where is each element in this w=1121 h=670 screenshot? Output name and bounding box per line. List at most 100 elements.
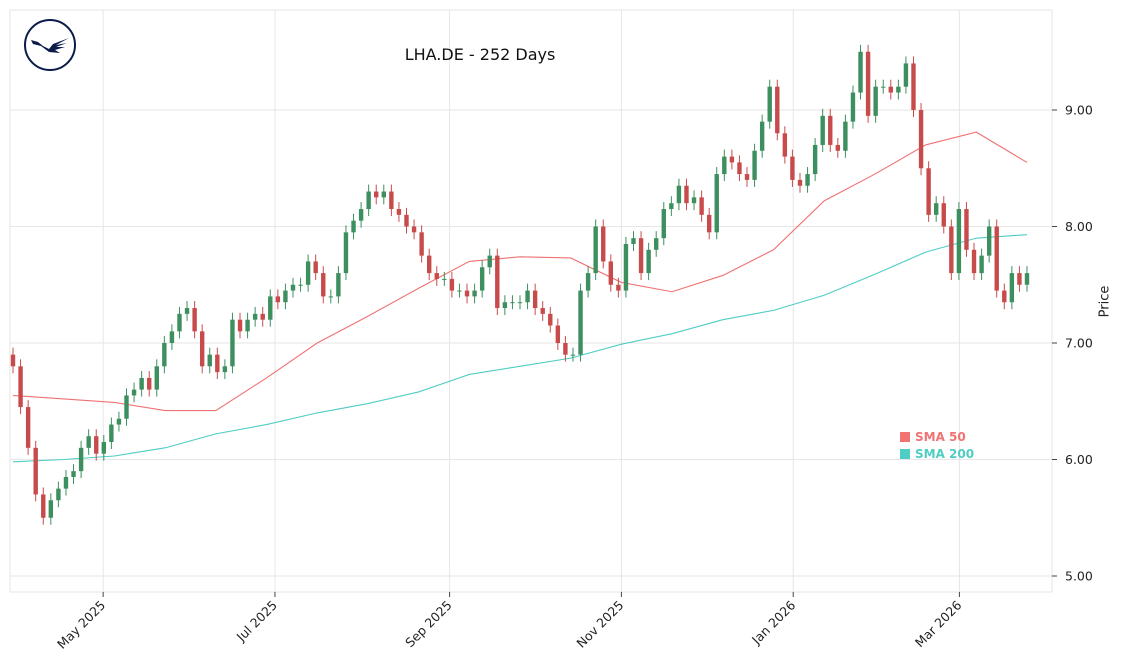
candle-body [328,296,334,298]
candle-body [896,86,901,93]
legend-item-sma200: SMA 200 [900,446,974,463]
y-tick-label: 7.00 [1065,336,1093,351]
candle [252,306,258,327]
candle [744,167,750,187]
candle [1009,266,1015,310]
candle-body [41,494,46,518]
candle [865,44,871,123]
candle [426,248,432,281]
candle-body [162,343,167,367]
candle-body [782,133,788,157]
candle-body [949,226,954,274]
candle [358,202,364,228]
candle-body [131,389,137,396]
candle-body [25,407,31,448]
candle [979,248,984,281]
candle-body [18,366,23,408]
candle [404,207,409,234]
candle [237,312,243,339]
candle-body [426,255,432,274]
candle [487,248,492,275]
candle-body [56,488,61,501]
candle-body [479,267,485,291]
candle [154,359,159,397]
candle [585,266,591,298]
candle-body [759,121,765,151]
candle-body [101,442,107,454]
candle [873,79,878,123]
candle-body [1009,273,1015,303]
candle-body [744,174,750,180]
candle-body [971,249,977,274]
candle-body [358,209,364,221]
candle [654,231,659,257]
candle-body [585,273,591,291]
candle-body [820,115,825,145]
candle-body [215,354,220,373]
candle-body [464,290,470,297]
candle-body [33,447,38,495]
candle-body [351,220,356,233]
candle [608,254,614,292]
candle [843,114,848,158]
candle-body [283,290,288,303]
candle-body [116,418,122,425]
candle [646,242,651,281]
candle-body [548,313,553,326]
candle [669,196,674,217]
candle-body [555,325,561,343]
candle [139,370,144,397]
candle-body [268,296,273,320]
candle-body [472,290,477,297]
candle-body [911,63,916,110]
candle-body [192,308,197,332]
candle-body [994,226,999,291]
candle [131,382,137,403]
candle-body [570,354,576,356]
candle-body [245,319,250,332]
candle [812,137,818,182]
x-tick-label: Jul 2025 [233,598,280,645]
candle-body [654,238,659,250]
candle [63,469,69,496]
candle [101,435,107,461]
candle [184,301,190,321]
candle-body [442,278,447,280]
y-axis-label: Price [1097,285,1113,318]
candle [888,79,893,100]
candle-body [86,436,91,448]
candle-body [207,354,212,367]
candle [767,79,772,129]
candle [858,44,863,100]
candle-body [343,232,349,274]
candle [797,172,803,193]
x-tick-label: May 2025 [54,598,108,652]
candle [411,219,417,240]
candle [555,318,561,350]
candle-body [449,278,455,291]
candle [752,143,757,187]
candle-body [684,185,689,204]
candle [593,219,598,281]
candle-body [729,156,735,163]
chart-title: LHA.DE - 252 Days [404,45,556,64]
candle [903,56,909,94]
candle [199,324,205,374]
candle [116,411,122,432]
candle [517,295,523,310]
lufthansa-logo [23,18,77,72]
candle-body [336,273,341,297]
moving-averages [12,131,1028,463]
candle-body [517,302,523,304]
candle [775,79,780,141]
candle [366,184,371,217]
candle [56,481,61,508]
candle [48,493,54,525]
candle-body [71,471,76,477]
candle-body [623,243,629,291]
candle-body [199,331,205,367]
candle-body [109,424,114,443]
x-tick-label: Nov 2025 [573,598,626,651]
candle [283,283,288,310]
candle [699,190,704,222]
